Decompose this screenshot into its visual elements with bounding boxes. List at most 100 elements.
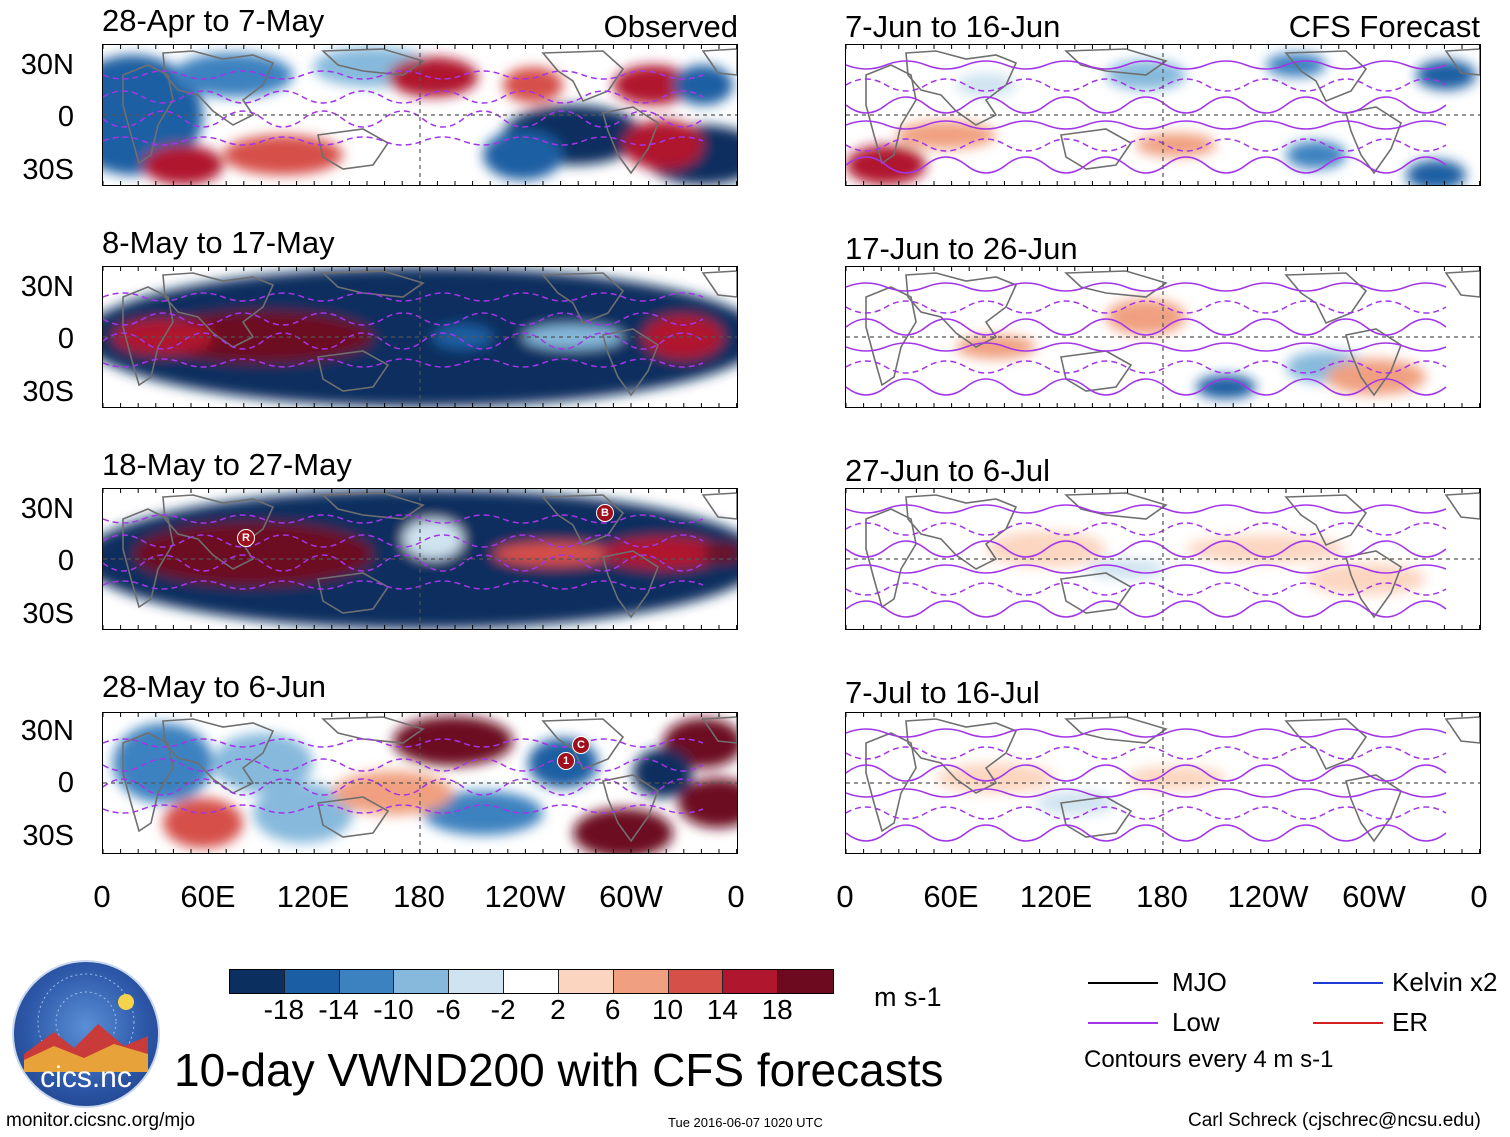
lon-label-120e: 120E: [276, 879, 350, 914]
anomaly-shading: [388, 57, 478, 97]
coastline: [905, 494, 1018, 570]
contour-line: [846, 564, 1447, 574]
panel-title-right-2: 17-Jun to 26-Jun: [845, 231, 1078, 266]
contour-line: [103, 70, 704, 80]
anomaly-shading: [393, 716, 513, 766]
lon-label-180: 180: [393, 879, 445, 914]
coastline: [1344, 106, 1402, 175]
coastline: [905, 50, 1018, 126]
anomaly-shading: [403, 519, 463, 559]
lat-label-eq: 0: [57, 323, 74, 355]
contour-line: [846, 582, 1447, 596]
panel-title-right-3: 27-Jun to 6-Jul: [845, 453, 1051, 488]
coastline: [1444, 492, 1480, 520]
lon-label-0: 0: [836, 879, 854, 914]
lat-label-30n: 30N: [20, 493, 74, 525]
coastline: [317, 796, 390, 838]
lon-label-60w: 60W: [1342, 879, 1406, 914]
coastline: [1064, 270, 1168, 298]
anomaly-shading: [1286, 779, 1406, 807]
storm-marker-b: B: [596, 504, 614, 522]
panel-title-left-3: 18-May to 27-May: [102, 447, 352, 482]
legend-label-mjo: MJO: [1172, 967, 1227, 997]
panel-title-left-1: 28-Apr to 7-May: [102, 3, 325, 38]
coastline: [1284, 272, 1368, 325]
anomaly-shading: [1136, 133, 1216, 157]
panel-tag-observed: Observed: [603, 9, 738, 44]
contour-line: [846, 78, 1447, 92]
storm-marker-c: C: [572, 736, 590, 754]
map-graphic: [103, 45, 737, 185]
anomaly-shading: [1126, 766, 1226, 790]
storm-marker-r: R: [237, 529, 255, 547]
panel-title-left-2: 8-May to 17-May: [102, 225, 335, 260]
map-panel-observed-3: [102, 488, 738, 630]
map-panel-forecast-3: [845, 488, 1481, 630]
coastline: [701, 270, 737, 298]
lat-label-eq: 0: [57, 101, 74, 133]
legend-line-mjo: [1088, 982, 1158, 984]
coastline: [1284, 494, 1368, 547]
coastline: [321, 270, 425, 298]
contour-line: [846, 120, 1447, 130]
contour-line: [846, 764, 1447, 782]
legend-label-low: Low: [1172, 1007, 1220, 1037]
map-panel-forecast-4: [845, 712, 1481, 854]
colorbar-swatch: [284, 970, 340, 993]
colorbar-swatch: [449, 970, 505, 993]
anomaly-shading: [956, 335, 1036, 359]
anomaly-shading: [223, 135, 343, 175]
coastline: [162, 494, 275, 570]
anomaly-shading: [633, 748, 693, 798]
coastline: [1444, 716, 1480, 744]
colorbar-tick-label: 18: [761, 994, 793, 1025]
map-graphic: [846, 713, 1480, 853]
contour-line: [103, 580, 704, 590]
legend-line-kelvin: [1313, 982, 1383, 984]
map-graphic: [103, 489, 737, 629]
contour-line: [103, 534, 704, 548]
anomaly-shading: [603, 537, 723, 569]
coastline: [601, 550, 659, 619]
lon-label-120w: 120W: [484, 879, 566, 914]
coastline: [122, 732, 174, 833]
contour-line: [846, 138, 1447, 152]
lon-label-60w: 60W: [599, 879, 663, 914]
anomaly-shading: [423, 791, 543, 835]
anomaly-shading: [1106, 299, 1186, 335]
logo-text: cics.nc: [40, 1061, 132, 1094]
anomaly-shading: [213, 733, 313, 793]
lat-label-30n: 30N: [20, 271, 74, 303]
coastline: [541, 718, 625, 771]
map-panel-forecast-1: [845, 44, 1481, 186]
anomaly-shading: [1286, 141, 1346, 169]
coastline: [317, 128, 390, 170]
lon-label-120w: 120W: [1227, 879, 1309, 914]
coastline: [1444, 270, 1480, 298]
map-panel-observed-2: [102, 266, 738, 408]
coastline: [122, 286, 174, 387]
colorbar-tick-label: 6: [604, 994, 621, 1025]
anomaly-shading: [523, 325, 623, 349]
coastline: [1444, 48, 1480, 76]
colorbar-tick-label: -14: [318, 994, 359, 1025]
coastline: [865, 286, 917, 387]
contour-line: [103, 514, 704, 524]
coastline: [321, 716, 425, 744]
anomaly-shading: [1306, 563, 1426, 595]
coastline: [317, 572, 390, 614]
anomaly-shading: [1406, 160, 1466, 185]
anomaly-shading: [623, 120, 703, 170]
contour-line: [103, 136, 704, 146]
coastline: [1060, 572, 1133, 614]
coastline: [162, 272, 275, 348]
lon-label-120e: 120E: [1019, 879, 1093, 914]
contour-line: [846, 728, 1447, 738]
contour-line: [103, 738, 704, 748]
map-panel-observed-4: [102, 712, 738, 854]
coastline: [701, 492, 737, 520]
lat-label-30s: 30S: [22, 376, 74, 408]
contour-line: [103, 804, 704, 814]
footer-url[interactable]: monitor.cicsnc.org/mjo: [6, 1110, 196, 1131]
colorbar-swatch: [723, 970, 779, 993]
